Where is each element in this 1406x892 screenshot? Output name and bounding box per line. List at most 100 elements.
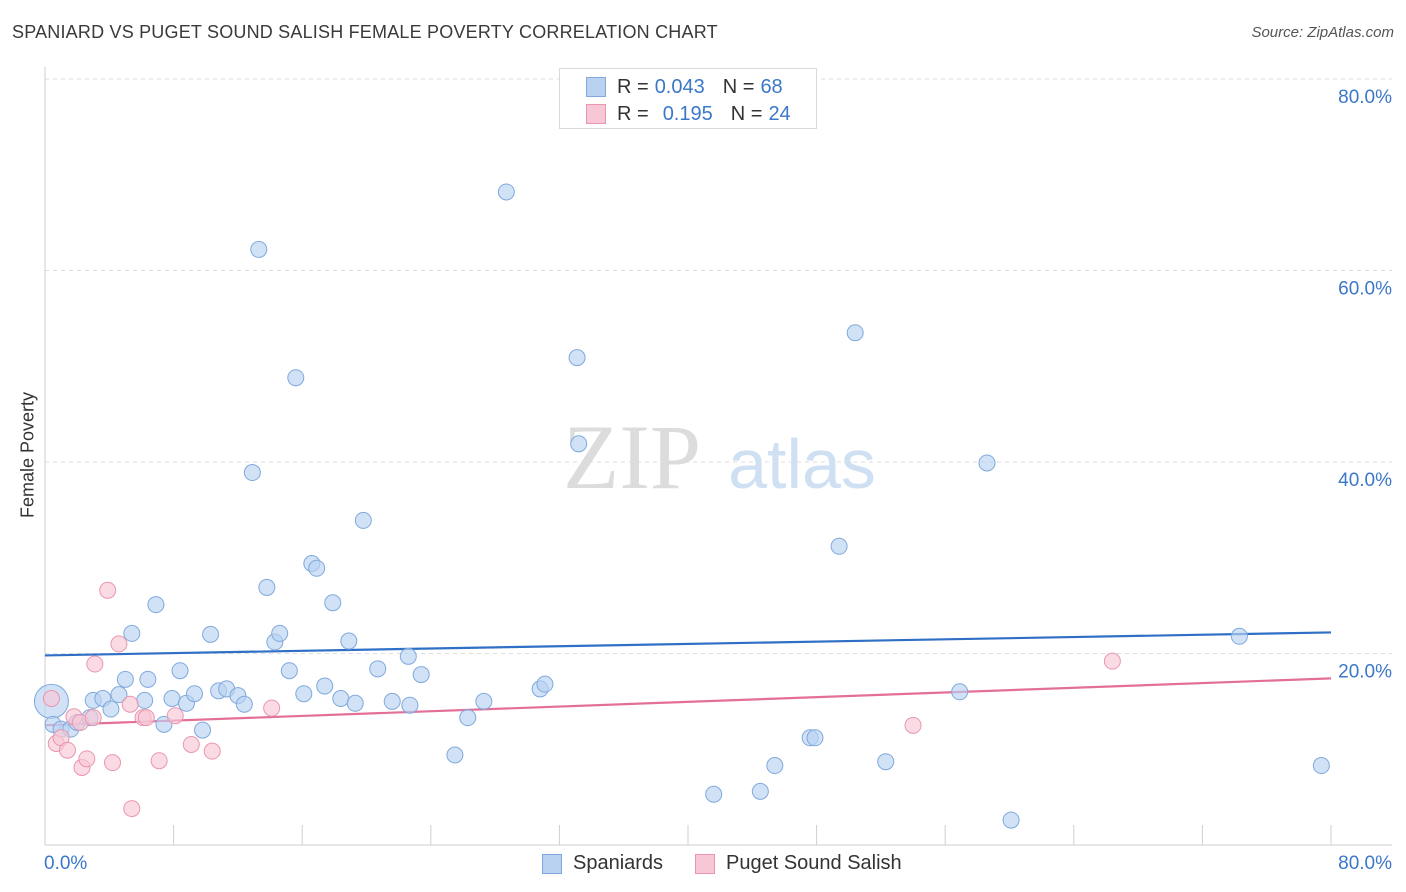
point-spaniards <box>287 369 305 387</box>
point-spaniards <box>185 685 203 703</box>
point-puget-sound-salish <box>904 716 922 734</box>
trend-line-spaniards <box>44 631 1332 657</box>
point-spaniards <box>147 596 165 614</box>
point-puget-sound-salish <box>150 752 168 770</box>
point-spaniards <box>1230 627 1248 645</box>
point-spaniards <box>110 686 128 704</box>
point-spaniards <box>951 683 969 701</box>
point-spaniards <box>412 666 430 684</box>
point-spaniards <box>399 647 417 665</box>
legend-r-value: 0.043 <box>654 75 705 98</box>
point-spaniards <box>536 675 554 693</box>
point-spaniards <box>332 690 350 708</box>
point-spaniards <box>136 691 154 709</box>
point-spaniards <box>877 753 895 771</box>
source-label: Source: ZipAtlas.com <box>1251 24 1394 41</box>
point-puget-sound-salish <box>182 735 200 753</box>
legend-r-label: R = <box>617 75 649 98</box>
point-spaniards <box>295 685 313 703</box>
point-spaniards <box>346 694 364 712</box>
legend-swatch-spaniards <box>542 853 562 874</box>
point-spaniards <box>280 662 298 680</box>
watermark-zip: ZIP <box>563 406 701 508</box>
axes <box>44 67 1392 846</box>
legend-swatch-blue <box>586 77 606 97</box>
gridlines <box>45 78 1392 654</box>
point-spaniards <box>766 757 784 775</box>
point-spaniards <box>751 782 769 800</box>
point-spaniards <box>235 695 253 713</box>
x-tick-label-min: 0.0% <box>44 853 87 874</box>
trend-lines <box>44 631 1332 727</box>
point-spaniards <box>383 692 401 710</box>
point-spaniards <box>446 746 464 764</box>
point-puget-sound-salish <box>123 800 141 818</box>
legend-n-value: 24 <box>768 102 791 125</box>
point-spaniards <box>475 692 493 710</box>
point-spaniards <box>202 625 220 643</box>
point-spaniards <box>568 349 586 367</box>
point-spaniards <box>258 578 276 596</box>
point-puget-sound-salish <box>86 655 104 673</box>
point-spaniards <box>163 690 181 708</box>
point-puget-sound-salish <box>59 741 77 759</box>
y-tick-label: 40.0% <box>1338 470 1392 491</box>
legend-item-puget-sound-salish[interactable]: Puget Sound Salish <box>695 852 902 875</box>
point-spaniards <box>340 632 358 650</box>
legend-r-label: R = <box>617 102 649 125</box>
point-spaniards <box>570 435 588 453</box>
y-tick-label: 60.0% <box>1338 279 1392 300</box>
legend-n-value: 68 <box>760 75 783 98</box>
legend-swatch-puget <box>695 853 715 874</box>
stats-legend: R = 0.043 N = 68 R = 0.195 N = 24 <box>559 68 817 129</box>
point-spaniards <box>705 785 723 803</box>
point-spaniards <box>271 624 289 642</box>
point-puget-sound-salish <box>166 707 184 725</box>
point-puget-sound-salish <box>104 754 122 772</box>
point-spaniards <box>243 464 261 482</box>
point-puget-sound-salish <box>263 699 281 717</box>
legend-r-value: 0.195 <box>662 102 713 125</box>
point-spaniards <box>497 183 515 201</box>
legend-n-label: N = <box>730 102 763 125</box>
legend-n-label: N = <box>722 75 755 98</box>
legend-label-puget: Puget Sound Salish <box>726 852 902 874</box>
data-points <box>33 183 1330 829</box>
point-puget-sound-salish <box>110 635 128 653</box>
point-spaniards <box>123 624 141 642</box>
legend-row-spaniards: R = 0.043 N = 68 <box>586 75 783 99</box>
point-spaniards <box>155 715 173 733</box>
point-spaniards <box>308 559 326 577</box>
watermark: ZIP atlas <box>563 406 876 508</box>
point-spaniards <box>250 240 268 258</box>
point-spaniards <box>806 729 824 747</box>
chart-title: SPANIARD VS PUGET SOUND SALISH FEMALE PO… <box>12 22 718 42</box>
point-spaniards <box>401 696 419 714</box>
point-spaniards <box>116 670 134 688</box>
point-spaniards <box>194 721 212 739</box>
point-puget-sound-salish <box>84 709 102 727</box>
legend-swatch-pink <box>586 104 606 124</box>
point-spaniards <box>978 454 996 472</box>
watermark-atlas: atlas <box>728 425 876 503</box>
point-spaniards <box>369 660 387 678</box>
point-spaniards <box>139 670 157 688</box>
tick-labels: 20.0% 40.0% 60.0% 80.0% 0.0% 80.0% <box>44 87 1392 874</box>
y-tick-label: 80.0% <box>1338 87 1392 108</box>
point-puget-sound-salish <box>1103 652 1121 670</box>
legend-label-spaniards: Spaniards <box>573 852 664 874</box>
x-tick-label-max: 80.0% <box>1338 853 1392 874</box>
y-tick-label: 20.0% <box>1338 662 1392 683</box>
point-puget-sound-salish <box>121 695 139 713</box>
point-spaniards <box>354 511 372 529</box>
legend-item-spaniards[interactable]: Spaniards <box>542 852 663 875</box>
point-puget-sound-salish <box>99 581 117 599</box>
series-legend: Spaniards Puget Sound Salish <box>0 852 1406 878</box>
point-spaniards <box>102 700 120 718</box>
point-spaniards <box>1312 757 1330 775</box>
point-spaniards <box>459 709 477 727</box>
legend-row-puget: R = 0.195 N = 24 <box>586 102 791 126</box>
point-spaniards <box>171 662 189 680</box>
point-puget-sound-salish <box>42 690 60 708</box>
